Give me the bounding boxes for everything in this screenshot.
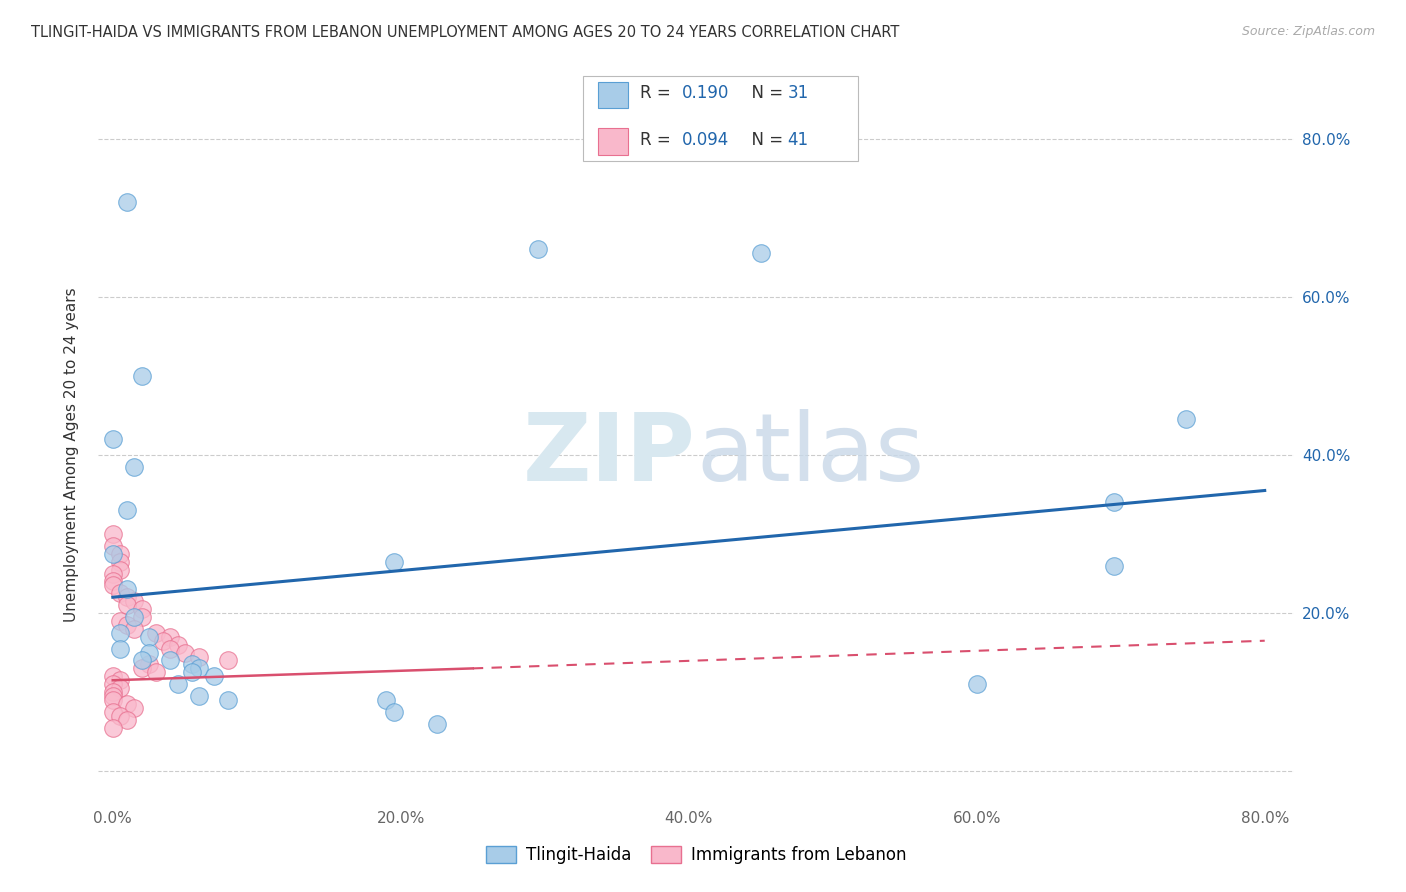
Point [124, 701, 146, 715]
Point [101, 539, 124, 553]
Point [131, 610, 153, 624]
Point [166, 638, 188, 652]
Point [115, 194, 138, 209]
Point [375, 693, 398, 707]
Point [1174, 412, 1197, 426]
Text: 0.094: 0.094 [682, 131, 730, 149]
Point [188, 649, 211, 664]
Point [124, 459, 146, 474]
Point [181, 665, 204, 680]
Point [181, 657, 204, 672]
Point [526, 243, 548, 257]
Point [108, 563, 131, 577]
Point [101, 574, 124, 589]
Text: Source: ZipAtlas.com: Source: ZipAtlas.com [1241, 25, 1375, 38]
Point [159, 653, 181, 667]
Point [138, 657, 160, 672]
Point [124, 622, 146, 636]
Y-axis label: Unemployment Among Ages 20 to 24 years: Unemployment Among Ages 20 to 24 years [65, 287, 79, 623]
Point [131, 368, 153, 383]
Point [108, 625, 131, 640]
Point [173, 646, 195, 660]
Point [108, 586, 131, 600]
Point [101, 677, 124, 691]
Point [124, 594, 146, 608]
Point [101, 721, 124, 735]
Point [108, 641, 131, 656]
Point [108, 614, 131, 628]
Text: 31: 31 [787, 84, 808, 102]
Point [115, 591, 138, 605]
Point [188, 661, 211, 675]
Text: 41: 41 [787, 131, 808, 149]
Legend: Tlingit-Haida, Immigrants from Lebanon: Tlingit-Haida, Immigrants from Lebanon [479, 839, 912, 871]
Point [145, 625, 167, 640]
Point [115, 713, 138, 727]
Point [108, 681, 131, 695]
Point [101, 527, 124, 541]
Text: R =: R = [640, 131, 676, 149]
Text: TLINGIT-HAIDA VS IMMIGRANTS FROM LEBANON UNEMPLOYMENT AMONG AGES 20 TO 24 YEARS : TLINGIT-HAIDA VS IMMIGRANTS FROM LEBANON… [31, 25, 900, 40]
Text: N =: N = [741, 84, 789, 102]
Point [217, 653, 239, 667]
Point [382, 705, 405, 719]
Point [115, 618, 138, 632]
Point [202, 669, 225, 683]
Point [749, 246, 772, 260]
Point [124, 610, 146, 624]
Point [115, 503, 138, 517]
Point [108, 673, 131, 688]
Point [426, 716, 449, 731]
Point [138, 646, 160, 660]
Point [1102, 558, 1125, 573]
Point [115, 598, 138, 612]
Text: ZIP: ZIP [523, 409, 696, 501]
Point [131, 661, 153, 675]
Point [101, 432, 124, 446]
Point [101, 669, 124, 683]
Point [159, 641, 181, 656]
Point [131, 602, 153, 616]
Point [115, 697, 138, 711]
Point [159, 630, 181, 644]
Point [101, 693, 124, 707]
Point [108, 547, 131, 561]
Point [138, 630, 160, 644]
Point [1102, 495, 1125, 509]
Point [966, 677, 988, 691]
Point [131, 653, 153, 667]
Point [101, 566, 124, 581]
Point [108, 555, 131, 569]
Point [101, 685, 124, 699]
Text: 0.190: 0.190 [682, 84, 730, 102]
Point [166, 677, 188, 691]
Text: atlas: atlas [696, 409, 924, 501]
Point [152, 633, 174, 648]
Point [108, 708, 131, 723]
Point [101, 578, 124, 592]
Point [101, 547, 124, 561]
Point [145, 665, 167, 680]
Text: N =: N = [741, 131, 789, 149]
Point [115, 582, 138, 597]
Point [188, 689, 211, 703]
Point [101, 705, 124, 719]
Text: R =: R = [640, 84, 676, 102]
Point [382, 555, 405, 569]
Point [217, 693, 239, 707]
Point [101, 689, 124, 703]
